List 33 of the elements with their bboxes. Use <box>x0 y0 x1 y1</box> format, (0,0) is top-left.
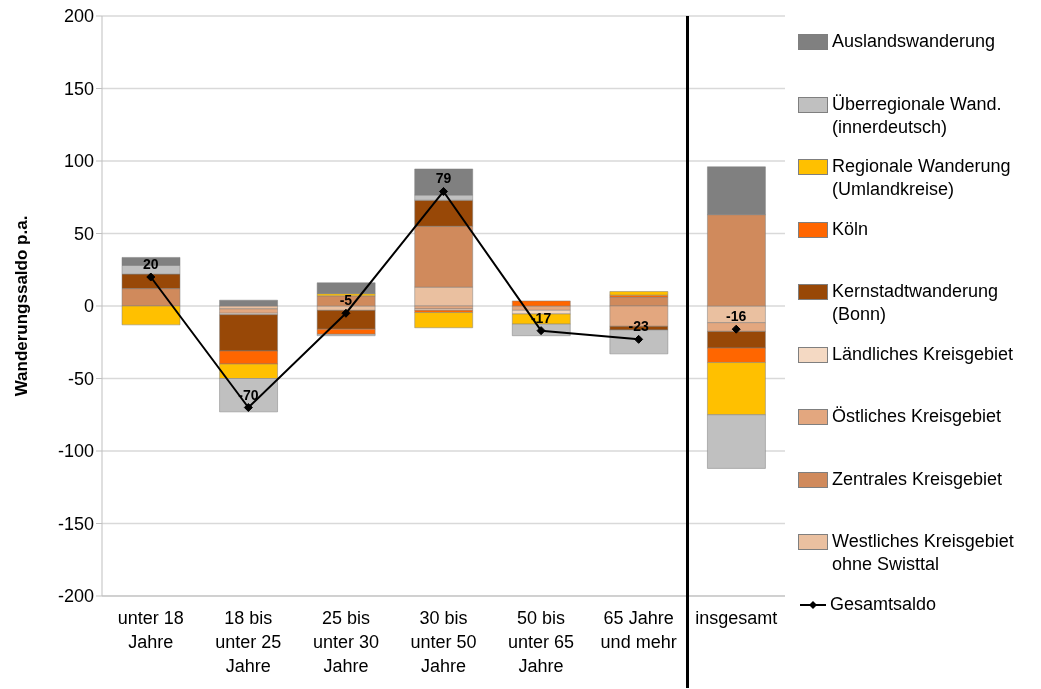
y-tick-label: -150 <box>57 513 94 534</box>
x-tick-label: 18 bis unter 25 Jahre <box>215 608 282 676</box>
y-tick-label: 0 <box>83 296 94 317</box>
x-tick-label: insgesamt <box>695 608 778 628</box>
y-tick-label: 50 <box>73 223 94 244</box>
data-label: -70 <box>238 386 259 403</box>
y-tick-label: -100 <box>57 441 94 462</box>
data-label: 79 <box>435 170 452 187</box>
x-tick-label: 65 Jahre und mehr <box>600 608 677 652</box>
data-label: -17 <box>530 309 552 326</box>
legend-label: Regionale Wanderung (Umlandkreise) <box>832 155 1012 201</box>
x-tick-label: 50 bis unter 65 Jahre <box>508 608 575 676</box>
data-label: 20 <box>143 256 159 272</box>
x-tick-label: unter 18 Jahre <box>117 608 184 652</box>
y-tick-label: -200 <box>57 586 94 607</box>
legend-label: Zentrales Kreisgebiet <box>832 467 1003 491</box>
y-tick-label: 100 <box>63 151 94 172</box>
legend-label: Auslandswanderung <box>832 30 996 53</box>
legend-label: Westliches Kreisgebiet ohne Swisttal <box>832 530 1015 576</box>
data-label: -5 <box>339 292 353 309</box>
data-label: -16 <box>726 308 747 325</box>
y-tick-label: -50 <box>67 368 94 389</box>
legend-label: Ländliches Kreisgebiet <box>832 342 1014 366</box>
y-tick-label: 150 <box>63 78 94 99</box>
legend-label: Überregionale Wand. (innerdeutsch) <box>832 92 1003 139</box>
legend-label: Kernstadtwanderung (Bonn) <box>832 280 1000 326</box>
legend-label: Gesamtsaldo <box>830 592 937 616</box>
y-axis-title: Wanderungssaldo p.a. <box>12 215 32 397</box>
legend-label: Köln <box>832 217 869 241</box>
x-tick-label: 25 bis unter 30 Jahre <box>312 608 379 676</box>
legend-label: Östliches Kreisgebiet <box>832 405 1002 428</box>
y-tick-label: 200 <box>63 6 94 27</box>
x-tick-label: 30 bis unter 50 Jahre <box>410 608 477 676</box>
